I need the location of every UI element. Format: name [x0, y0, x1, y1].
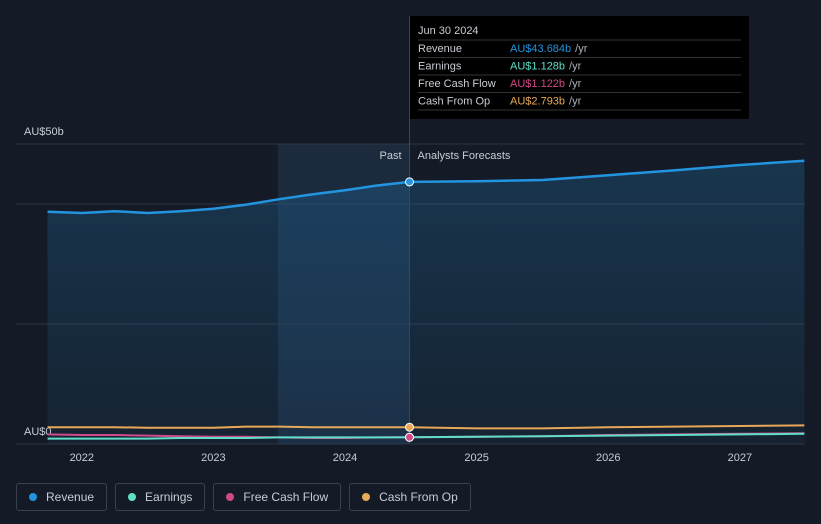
series-line — [47, 159, 805, 215]
tooltip-unit: /yr — [569, 78, 582, 90]
tooltip-unit: /yr — [569, 95, 582, 107]
tooltip-date: Jun 30 2024 — [418, 25, 479, 37]
tooltip-value-text: AU$1.128b — [510, 60, 565, 72]
legend-item[interactable]: Free Cash Flow — [213, 483, 342, 511]
legend: Revenue Earnings Free Cash Flow Cash From O… — [16, 483, 471, 511]
tooltip: Jun 30 2024 Revenue AU$43.684b/yr Earnings A… — [410, 16, 749, 119]
legend-label: Free Cash Flow — [243, 490, 329, 504]
tooltip-value-text: AU$1.122b — [510, 78, 565, 90]
legend-swatch — [362, 493, 371, 501]
x-tick-label: 2023 — [201, 452, 225, 464]
x-tick-label: 2026 — [596, 452, 620, 464]
series-line — [47, 424, 805, 430]
tooltip-name: Earnings — [418, 60, 462, 72]
legend-item[interactable]: Cash From Op — [349, 483, 471, 511]
tooltip-box — [410, 16, 749, 119]
series-line — [47, 432, 805, 440]
hover-point — [405, 422, 415, 432]
legend-item[interactable]: Earnings — [115, 483, 206, 511]
tooltip-name: Cash From Op — [418, 95, 490, 107]
x-tick-label: 2024 — [333, 452, 357, 464]
hover-point — [405, 177, 415, 187]
legend-item[interactable]: Revenue — [16, 483, 108, 511]
legend-swatch — [128, 493, 137, 501]
legend-label: Cash From Op — [379, 490, 458, 504]
tooltip-value: AU$43.684b/yr — [510, 43, 588, 55]
legend-swatch — [29, 493, 37, 501]
tooltip-unit: /yr — [569, 60, 582, 72]
tooltip-value-text: AU$43.684b — [510, 43, 571, 55]
legend-swatch — [226, 493, 235, 501]
revenue-area — [47, 160, 805, 445]
tooltip-name: Revenue — [418, 43, 462, 55]
past-label: Past — [379, 150, 401, 162]
y-tick-label: AU$50b — [24, 126, 64, 138]
tooltip-value: AU$2.793b/yr — [510, 95, 582, 107]
hover-point — [405, 432, 415, 442]
tooltip-unit: /yr — [575, 43, 588, 55]
tooltip-value: AU$1.122b/yr — [510, 78, 582, 90]
x-tick-label: 2022 — [70, 452, 94, 464]
x-tick-label: 2025 — [464, 452, 488, 464]
tooltip-value: AU$1.128b/yr — [510, 60, 582, 72]
tooltip-name: Free Cash Flow — [418, 78, 496, 90]
legend-label: Revenue — [46, 490, 95, 504]
forecast-label: Analysts Forecasts — [418, 150, 511, 162]
y-tick-label: AU$0 — [24, 426, 52, 438]
legend-label: Earnings — [145, 490, 193, 504]
x-tick-label: 2027 — [728, 452, 752, 464]
tooltip-value-text: AU$2.793b — [510, 95, 565, 107]
